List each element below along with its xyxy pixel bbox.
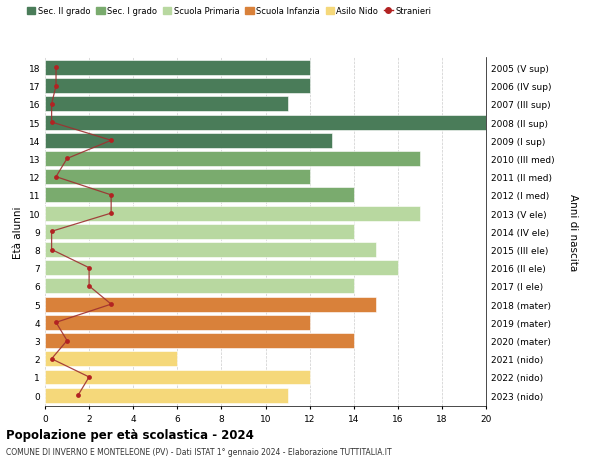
Bar (45, 61, 310, 76)
Y-axis label: Anni di nascita: Anni di nascita (568, 193, 578, 270)
Point (51, 65, 61, 72)
Bar (45, 242, 376, 257)
Bar (45, 97, 287, 112)
Bar (45, 79, 310, 94)
Point (62, 337, 72, 344)
Text: Popolazione per età scolastica - 2024: Popolazione per età scolastica - 2024 (6, 428, 254, 441)
Bar (45, 151, 420, 167)
Point (73, 392, 83, 399)
Point (84, 283, 94, 290)
Bar (45, 297, 376, 312)
Bar (45, 333, 354, 348)
Bar (45, 206, 420, 221)
Point (84, 264, 94, 272)
Bar (45, 188, 354, 203)
Point (62, 156, 72, 163)
Point (47, 355, 56, 363)
Bar (45, 115, 486, 130)
Point (47, 119, 56, 126)
Bar (45, 352, 178, 366)
Bar (45, 261, 398, 275)
Bar (45, 134, 332, 148)
Point (106, 137, 116, 145)
Point (84, 374, 94, 381)
Point (106, 192, 116, 199)
Point (106, 210, 116, 217)
Point (47, 101, 56, 108)
Point (47, 228, 56, 235)
Legend: Sec. II grado, Sec. I grado, Scuola Primaria, Scuola Infanzia, Asilo Nido, Stran: Sec. II grado, Sec. I grado, Scuola Prim… (27, 7, 431, 17)
Bar (45, 388, 287, 403)
Bar (45, 369, 310, 385)
Y-axis label: Età alunni: Età alunni (13, 206, 23, 258)
Point (106, 301, 116, 308)
Bar (45, 315, 310, 330)
Point (51, 174, 61, 181)
Bar (45, 279, 354, 294)
Point (51, 319, 61, 326)
Bar (45, 224, 354, 239)
Bar (45, 170, 310, 185)
Point (51, 83, 61, 90)
Point (47, 246, 56, 254)
Text: COMUNE DI INVERNO E MONTELEONE (PV) - Dati ISTAT 1° gennaio 2024 - Elaborazione : COMUNE DI INVERNO E MONTELEONE (PV) - Da… (6, 448, 392, 457)
